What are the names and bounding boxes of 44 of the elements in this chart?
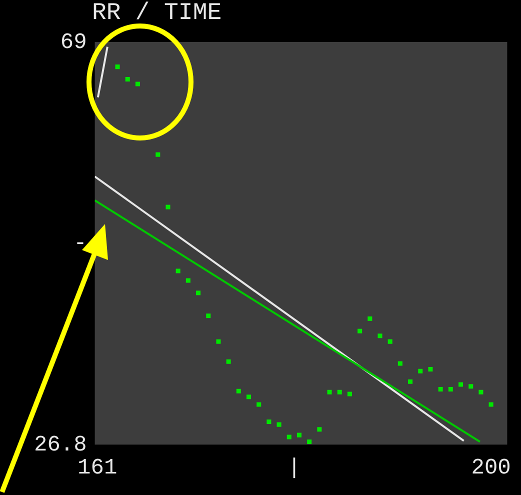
- point: [176, 268, 180, 274]
- point: [166, 204, 170, 210]
- point: [438, 387, 443, 392]
- point: [337, 390, 342, 394]
- point: [488, 402, 494, 407]
- point: [378, 334, 382, 338]
- y-tick-label: 69: [60, 30, 87, 55]
- point: [296, 432, 302, 438]
- point: [398, 361, 402, 366]
- point: [206, 314, 211, 318]
- point: [286, 434, 292, 440]
- point: [478, 390, 484, 394]
- point: [135, 82, 140, 86]
- point: [408, 379, 413, 384]
- point: [428, 366, 433, 372]
- point: [418, 368, 423, 374]
- point: [307, 439, 312, 444]
- point: [256, 402, 262, 407]
- point: [448, 387, 453, 392]
- point: [327, 390, 332, 394]
- point: [196, 290, 201, 296]
- point: [347, 392, 352, 396]
- x-tick-label: 200: [471, 456, 511, 481]
- point: [125, 76, 130, 82]
- x-tick-label: 161: [78, 456, 118, 481]
- point: [276, 422, 282, 427]
- point: [468, 384, 474, 389]
- chart-title: RR / TIME: [92, 0, 222, 27]
- y-tick-label: 26.8: [34, 432, 87, 458]
- point: [266, 419, 272, 424]
- x-tick-label: |: [288, 456, 301, 481]
- point: [216, 339, 221, 344]
- point: [358, 328, 362, 334]
- point: [458, 382, 464, 387]
- y-tick-label: -: [74, 231, 87, 256]
- point: [186, 278, 190, 283]
- point: [317, 427, 322, 432]
- point: [368, 316, 372, 321]
- point: [115, 64, 120, 70]
- point: [156, 152, 160, 157]
- point: [246, 394, 252, 400]
- point: [388, 339, 392, 344]
- point: [226, 359, 231, 364]
- point: [236, 388, 241, 394]
